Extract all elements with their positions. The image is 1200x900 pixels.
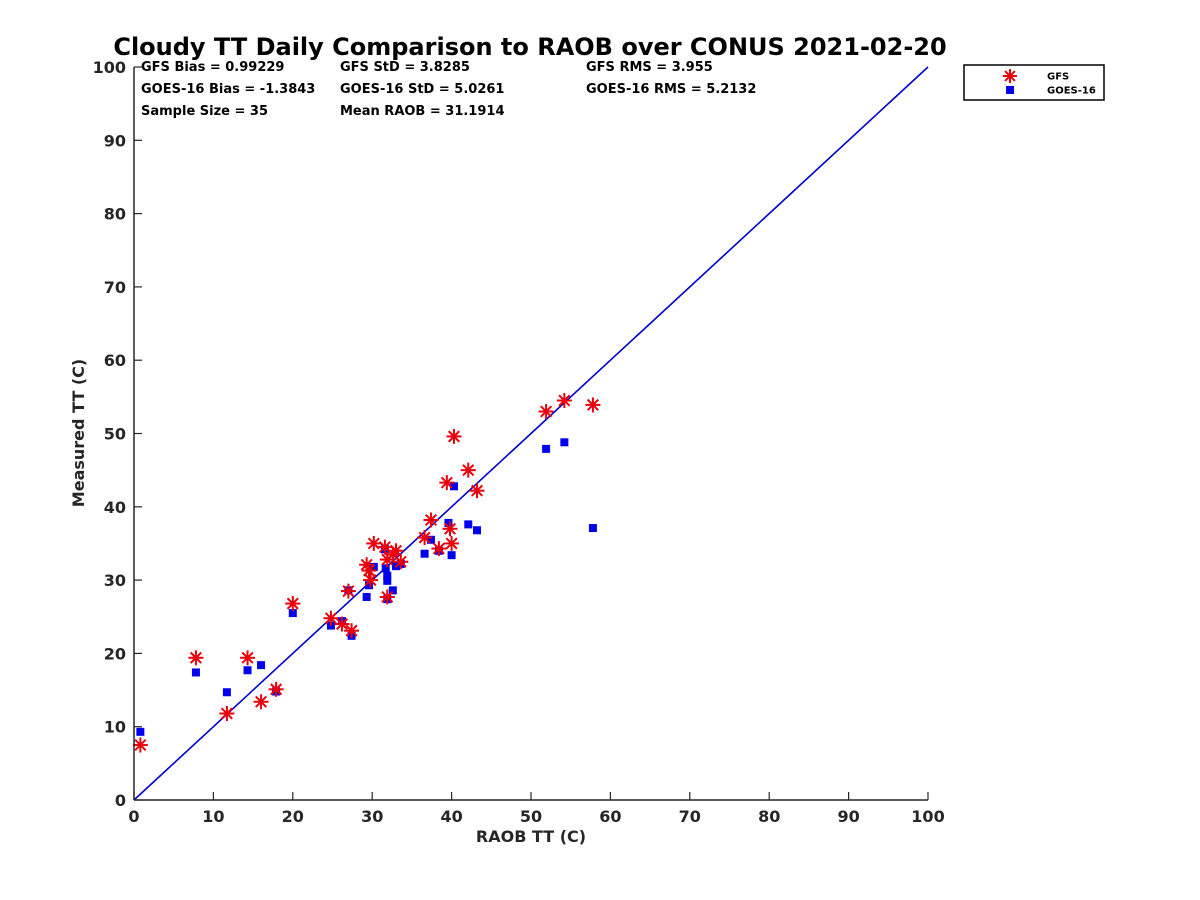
gfs-point [340,583,356,599]
gfs-point [188,650,204,666]
gfs-point [268,681,284,697]
stat-text: GOES-16 StD = 5.0261 [340,82,504,97]
gfs-point [285,596,301,612]
goes16-point [444,518,453,527]
y-tick-label: 80 [104,205,126,224]
goes16-point [542,444,551,453]
x-tick-label: 50 [520,807,542,826]
legend: GFS GOES-16 [963,64,1105,101]
x-tick-label: 30 [361,807,383,826]
y-tick-label: 10 [104,718,126,737]
gfs-point [323,610,339,626]
goes16-point [383,571,392,580]
stat-text: GOES-16 RMS = 5.2132 [586,82,756,97]
gfs-point [442,521,458,537]
gfs-point [388,543,404,559]
gfs-point [431,541,447,557]
gfs-point [585,397,601,413]
gfs-point [556,393,572,409]
gfs-point [334,616,350,632]
goes16-point [191,668,200,677]
goes16-point [381,564,390,573]
gfs-point [460,462,476,478]
series-goes-16 [136,438,597,736]
y-tick-label: 60 [104,351,126,370]
x-tick-label: 10 [202,807,224,826]
x-tick-label: 60 [599,807,621,826]
y-tick-label: 90 [104,131,126,150]
goes16-point [449,482,458,491]
legend-marker-goes16 [1006,86,1014,94]
goes16-point [243,666,252,675]
y-tick-label: 0 [115,791,126,810]
gfs-point [240,650,256,666]
gfs-point [444,535,460,551]
x-tick-label: 40 [440,807,462,826]
gfs-point [344,623,360,639]
goes16-point [560,438,569,447]
y-tick-label: 50 [104,425,126,444]
y-tick-label: 30 [104,571,126,590]
gfs-point [446,428,462,444]
stat-text: GFS RMS = 3.955 [586,60,713,75]
y-tick-label: 20 [104,644,126,663]
goes16-point [420,549,429,558]
reference-line [133,66,929,801]
goes16-point [388,586,397,595]
goes16-point [426,535,435,544]
axes: 0 10 20 30 40 50 60 70 80 90 100 0 10 20 30 40 50 60 70 80 9… [93,58,945,826]
x-tick-label: 70 [679,807,701,826]
gfs-point [439,475,455,491]
x-tick-label: 90 [837,807,859,826]
stat-text: Sample Size = 35 [141,104,268,119]
goes16-point [288,609,297,618]
gfs-point [417,530,433,546]
gfs-point [361,563,377,579]
stat-text: Mean RAOB = 31.1914 [340,104,505,119]
x-tick-label: 20 [282,807,304,826]
gfs-point [393,554,409,570]
gfs-point [363,572,379,588]
legend-label: GFS [1047,72,1069,83]
goes16-point [257,661,266,670]
gfs-point [538,404,554,420]
x-axis-label: RAOB TT (C) [476,827,586,846]
gfs-point [219,706,235,722]
gfs-point [132,737,148,753]
goes16-point [464,520,473,529]
gfs-point [366,535,382,551]
goes16-point [365,581,374,590]
stats-block: GFS Bias = 0.99229 GFS StD = 3.8285 GFS RM… [141,60,756,119]
goes16-point [362,592,371,601]
goes16-point [588,524,597,533]
goes16-point [222,688,231,697]
gfs-point [379,589,395,605]
legend-marker-gfs [1003,69,1017,83]
goes16-point [136,727,145,736]
y-tick-label: 70 [104,278,126,297]
gfs-point [253,694,269,710]
series-layer [132,393,601,753]
stat-text: GOES-16 Bias = -1.3843 [141,82,315,97]
series-gfs [132,393,601,753]
y-tick-label: 40 [104,498,126,517]
legend-box [963,64,1105,101]
gfs-point [423,512,439,528]
chart-title: Cloudy TT Daily Comparison to RAOB over … [113,33,946,61]
goes16-point [473,526,482,535]
x-tick-label: 100 [911,807,944,826]
stat-text: GFS StD = 3.8285 [340,60,470,75]
legend-label: GOES-16 [1047,86,1096,97]
x-tick-label: 80 [758,807,780,826]
goes16-point [383,576,392,585]
x-tick-label: 0 [128,807,139,826]
goes16-point [447,551,456,560]
y-tick-label: 100 [93,58,126,77]
gfs-point [469,483,485,499]
one-to-one-line [133,66,929,801]
y-axis-label: Measured TT (C) [69,359,88,507]
stat-text: GFS Bias = 0.99229 [141,60,284,75]
